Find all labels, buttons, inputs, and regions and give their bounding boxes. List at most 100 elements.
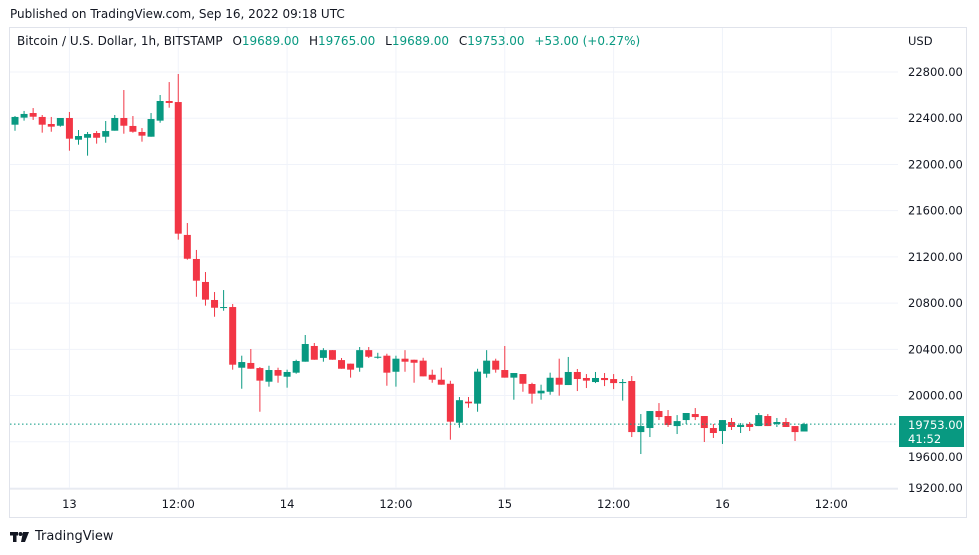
candle	[465, 397, 472, 408]
candle	[782, 417, 790, 427]
candle-body	[718, 420, 726, 432]
candle	[310, 342, 318, 360]
candle	[573, 368, 581, 392]
candle-body	[229, 307, 237, 365]
candle-body	[93, 133, 101, 138]
low-label: L	[385, 34, 392, 48]
last-price-tag: 19753.00 41:52	[899, 416, 964, 447]
last-price-value: 19753.00	[908, 418, 963, 432]
candle	[274, 367, 282, 383]
candle-body	[619, 382, 627, 384]
candle	[646, 411, 654, 438]
candle	[528, 382, 536, 404]
candle	[247, 348, 255, 369]
candle	[229, 304, 237, 370]
candle	[700, 416, 708, 443]
open-value: 19689.00	[241, 34, 300, 48]
candle-body	[537, 390, 545, 394]
time-tick-label: 15	[497, 497, 512, 511]
candle-body	[682, 413, 690, 421]
candle	[319, 348, 327, 362]
candle	[120, 90, 128, 134]
candle-body	[455, 400, 463, 423]
candle-body	[74, 136, 82, 140]
candle	[537, 384, 545, 400]
candle	[628, 376, 636, 438]
price-tick-label: 21600.00	[908, 204, 963, 218]
candle-body	[365, 350, 373, 357]
candle-body	[111, 117, 119, 131]
time-tick-label: 14	[280, 497, 295, 511]
candle-body	[610, 379, 618, 384]
candle	[691, 408, 699, 421]
candle-body	[501, 370, 509, 378]
close-value: 19753.00	[467, 34, 525, 48]
candle-body	[238, 362, 246, 368]
candle	[147, 113, 155, 137]
candle	[410, 359, 418, 383]
candle	[610, 374, 618, 390]
candle-body	[319, 350, 327, 358]
candle	[129, 116, 137, 133]
open-label: O	[232, 34, 242, 48]
bar-countdown: 41:52	[908, 432, 942, 446]
close-label: C	[458, 34, 468, 48]
candle	[546, 372, 554, 395]
candle	[582, 374, 590, 389]
candle-body	[728, 422, 736, 427]
candle-body	[347, 363, 355, 370]
high-label: H	[309, 34, 319, 48]
price-tick-label: 22400.00	[908, 111, 963, 125]
candle	[401, 350, 409, 372]
candle	[791, 426, 799, 441]
candle-body	[483, 360, 491, 374]
candle-body	[582, 377, 590, 381]
candle	[47, 116, 55, 132]
candle-body	[428, 374, 436, 380]
candle-body	[102, 131, 110, 137]
candle	[265, 365, 273, 387]
candle	[292, 359, 300, 374]
currency-label[interactable]: USD	[908, 34, 933, 48]
candle	[111, 114, 119, 131]
candle-body	[601, 377, 609, 381]
candle	[437, 367, 445, 385]
price-tick-label: 20800.00	[908, 296, 963, 310]
candle-body	[328, 350, 336, 360]
candle	[65, 111, 73, 151]
time-tick-label: 12:00	[597, 497, 630, 511]
symbol-name: Bitcoin / U.S. Dollar, 1h, BITSTAMP	[17, 34, 223, 48]
candle-body	[737, 425, 745, 427]
candle	[356, 347, 364, 372]
candle-body	[11, 116, 19, 125]
high-value: 19765.00	[318, 34, 376, 48]
candle-body	[165, 101, 173, 103]
published-caption: Published on TradingView.com, Sep 16, 20…	[10, 7, 345, 21]
candle-body	[383, 355, 391, 373]
candle	[483, 350, 491, 378]
candle-body	[301, 344, 309, 362]
candle-body	[292, 361, 300, 373]
candle-body	[655, 411, 663, 418]
candle-body	[691, 414, 699, 418]
candle	[709, 423, 717, 438]
candle-body	[29, 113, 37, 117]
candle-body	[201, 281, 209, 300]
candle	[93, 131, 101, 144]
candle-body	[38, 116, 46, 125]
candle-body	[129, 125, 137, 132]
candle-body	[220, 307, 228, 309]
price-tick-label: 22800.00	[908, 65, 963, 79]
price-tick-label: 20400.00	[908, 342, 963, 356]
candle	[800, 422, 808, 432]
tradingview-logo[interactable]: TradingView	[10, 529, 114, 544]
candle	[637, 414, 645, 455]
candle-body	[20, 113, 28, 118]
candle-body	[782, 422, 790, 427]
candle-body	[564, 371, 572, 386]
candles	[11, 73, 808, 455]
candle-body	[591, 377, 599, 383]
candle	[11, 116, 19, 131]
candle-body	[211, 299, 219, 308]
